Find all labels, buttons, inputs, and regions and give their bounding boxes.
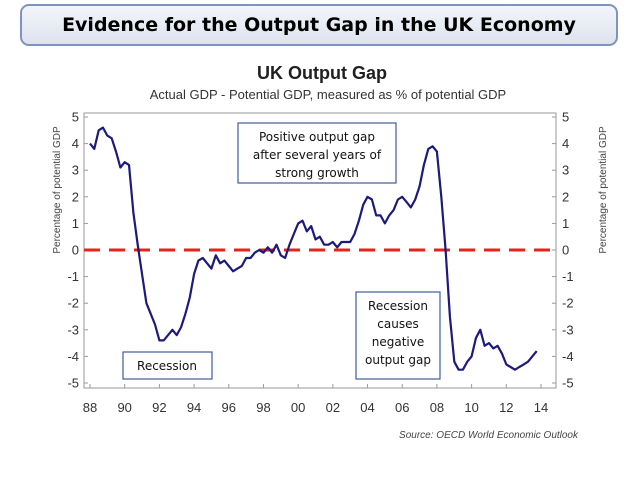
output-gap-series-line	[89, 126, 538, 371]
annotation-recession-negative-gap: Recession causes negative output gap	[355, 291, 441, 380]
x-tick-label: 06	[395, 400, 409, 415]
x-tick-label: 92	[152, 400, 166, 415]
x-ticks: 88 90 92 94 96 98 00 02 04 06 08 10 12 14	[83, 384, 548, 415]
y-tick-left-label: -5	[67, 376, 79, 391]
x-tick-label: 10	[464, 400, 478, 415]
y-tick-right-label: 5	[562, 110, 569, 125]
annotation-recession-negative-gap-line1: Recession	[368, 299, 428, 313]
annotation-positive-gap-line1: Positive output gap	[259, 130, 375, 144]
y-tick-right-label: -3	[562, 322, 574, 337]
chart-title: UK Output Gap	[257, 63, 387, 83]
annotation-recession: Recession	[122, 351, 213, 380]
y-ticks-right: 5 4 3 2 1 0 -1 -2 -3 -4 -5	[552, 110, 574, 391]
y-tick-left-label: 3	[72, 163, 79, 178]
x-tick-label: 12	[499, 400, 513, 415]
y-tick-left-label: 1	[72, 216, 79, 231]
y-tick-left-label: 2	[72, 189, 79, 204]
y-tick-left-label: -4	[67, 349, 79, 364]
y-tick-left-label: -1	[67, 269, 79, 284]
y-tick-left-label: 4	[72, 136, 79, 151]
x-tick-label: 98	[256, 400, 270, 415]
y-tick-right-label: -2	[562, 296, 574, 311]
annotation-positive-gap: Positive output gap after several years …	[237, 122, 397, 184]
y-tick-right-label: 1	[562, 216, 569, 231]
x-tick-label: 02	[326, 400, 340, 415]
x-tick-label: 08	[430, 400, 444, 415]
y-tick-right-label: 0	[562, 243, 569, 258]
y-tick-right-label: -1	[562, 269, 574, 284]
y-tick-right-label: 2	[562, 189, 569, 204]
y-axis-label-left: Percentage of potential GDP	[52, 126, 63, 254]
annotation-positive-gap-line2: after several years of	[253, 148, 382, 162]
slide-title-box: Evidence for the Output Gap in the UK Ec…	[20, 4, 618, 46]
y-axis-label-right: Percentage of potential GDP	[598, 126, 609, 254]
annotation-recession-text: Recession	[137, 359, 197, 373]
x-tick-label: 14	[534, 400, 548, 415]
y-tick-left-label: -3	[67, 322, 79, 337]
slide-title: Evidence for the Output Gap in the UK Ec…	[62, 14, 576, 36]
x-tick-label: 96	[222, 400, 236, 415]
annotation-recession-negative-gap-box	[355, 291, 441, 380]
annotation-recession-box	[122, 351, 213, 380]
y-ticks-left: 5 4 3 2 1 0 -1 -2 -3 -4 -5	[67, 110, 88, 391]
y-tick-right-label: 4	[562, 136, 569, 151]
y-tick-right-label: -5	[562, 376, 574, 391]
x-tick-label: 94	[187, 400, 201, 415]
annotation-positive-gap-line3: strong growth	[275, 166, 359, 180]
chart-source: Source: OECD World Economic Outlook	[399, 430, 579, 441]
annotation-positive-gap-box	[237, 122, 397, 184]
y-tick-left-label: 0	[72, 243, 79, 258]
annotation-recession-negative-gap-line3: negative	[372, 335, 424, 349]
x-tick-label: 88	[83, 400, 97, 415]
annotation-recession-negative-gap-line4: output gap	[365, 353, 431, 367]
chart-subtitle: Actual GDP - Potential GDP, measured as …	[150, 87, 506, 102]
annotation-recession-negative-gap-line2: causes	[377, 317, 418, 331]
y-tick-left-label: -2	[67, 296, 79, 311]
x-tick-label: 04	[360, 400, 374, 415]
y-tick-right-label: -4	[562, 349, 574, 364]
x-tick-label: 90	[117, 400, 131, 415]
x-tick-label: 00	[291, 400, 305, 415]
y-tick-right-label: 3	[562, 163, 569, 178]
y-tick-left-label: 5	[72, 110, 79, 125]
